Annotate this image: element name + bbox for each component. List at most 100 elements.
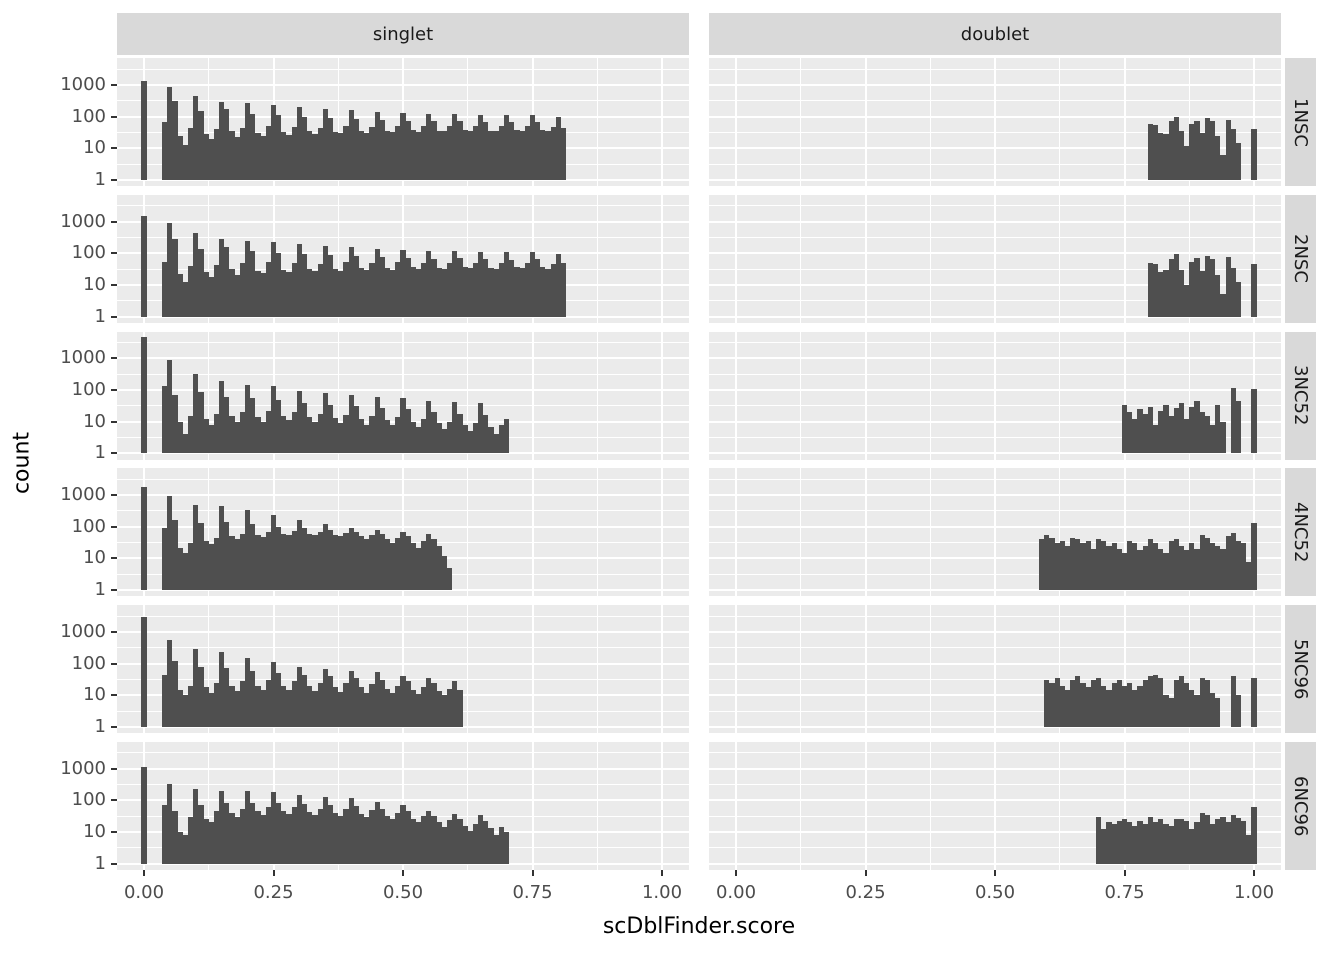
gridline-x-minor	[929, 331, 931, 460]
histogram-bar	[473, 823, 478, 864]
histogram-bar	[426, 678, 431, 727]
histogram-bar	[250, 802, 255, 864]
y-tick-mark	[111, 252, 117, 255]
histogram-bar	[437, 690, 442, 727]
x-tick-mark	[1123, 869, 1126, 876]
histogram-bar	[395, 537, 400, 591]
histogram-bar	[1226, 536, 1231, 591]
histogram-bar	[214, 129, 219, 180]
histogram-bar	[442, 695, 447, 727]
histogram-bar	[235, 137, 240, 180]
histogram-bar	[437, 545, 442, 591]
histogram-bar	[312, 134, 318, 180]
gridline-x-minor	[596, 58, 598, 187]
histogram-bar	[364, 692, 369, 727]
histogram-bar	[359, 813, 364, 864]
histogram-bar	[1194, 258, 1200, 317]
histogram-bar	[1210, 424, 1215, 454]
histogram-bar	[276, 673, 281, 727]
histogram-bar	[1200, 678, 1205, 727]
histogram-bar	[1132, 543, 1137, 591]
histogram-bar	[416, 131, 421, 180]
histogram-bar	[1075, 539, 1080, 591]
histogram-bar	[545, 268, 551, 317]
histogram-bar	[224, 109, 229, 180]
histogram-bar	[250, 114, 255, 180]
histogram-bar	[266, 680, 271, 727]
histogram-bar	[390, 132, 395, 180]
histogram-bar	[286, 535, 292, 591]
histogram-bar	[219, 790, 224, 864]
histogram-bar	[1117, 548, 1122, 591]
histogram-bar	[411, 689, 416, 727]
gridline-x-minor	[337, 468, 339, 597]
histogram-bar	[178, 421, 183, 454]
histogram-bar	[369, 535, 375, 591]
histogram-bar	[1153, 543, 1158, 591]
histogram-bar	[390, 692, 395, 727]
x-tick-label: 0.00	[123, 881, 165, 903]
histogram-bar	[1251, 678, 1257, 727]
histogram-bar	[1179, 269, 1184, 317]
histogram-bar	[416, 822, 421, 864]
histogram-bar	[1148, 262, 1153, 317]
histogram-bar	[318, 263, 323, 317]
gridline-x-major	[1253, 58, 1255, 187]
histogram-bar	[188, 543, 193, 591]
histogram-bar	[488, 267, 494, 317]
histogram-bar	[359, 131, 364, 180]
histogram-bar	[457, 818, 463, 864]
histogram-bar	[1070, 537, 1075, 591]
histogram-bar	[380, 680, 385, 727]
histogram-bar	[1163, 552, 1169, 591]
x-tick-label: 0.75	[512, 881, 553, 903]
histogram-bar	[354, 118, 359, 180]
gridline-x-major	[735, 194, 737, 323]
facet-strip-row-2NSC: 2NSC	[1285, 194, 1316, 323]
histogram-bar	[1179, 402, 1184, 454]
y-tick-label: 100	[71, 242, 106, 264]
histogram-bar	[488, 130, 494, 180]
facet-strip-row-4NC52: 4NC52	[1285, 468, 1316, 597]
histogram-bar	[1220, 421, 1226, 454]
histogram-bar	[261, 135, 266, 180]
histogram-bar	[141, 337, 147, 454]
histogram-bar	[349, 247, 354, 317]
histogram-bar	[198, 805, 204, 864]
histogram-bar	[426, 251, 431, 317]
facet-strip-row-1NSC: 1NSC	[1285, 58, 1316, 187]
histogram-bar	[343, 532, 349, 591]
histogram-bar	[473, 423, 478, 454]
histogram-bar	[178, 274, 183, 317]
gridline-x-minor	[800, 194, 802, 323]
histogram-bar	[1174, 254, 1179, 317]
gridline-x-minor	[337, 605, 339, 734]
histogram-bar	[214, 265, 219, 317]
panel-singlet-4NC52	[117, 468, 689, 597]
histogram-bar	[1246, 835, 1251, 864]
gridline-x-minor	[800, 331, 802, 460]
y-tick-label: 1	[94, 168, 106, 190]
panel-doublet-2NSC	[709, 194, 1281, 323]
histogram-bar	[1127, 412, 1132, 454]
histogram-bar	[328, 529, 333, 591]
panel-doublet-4NC52	[709, 468, 1281, 597]
histogram-bar	[1205, 118, 1210, 180]
histogram-bar	[416, 426, 421, 454]
x-tick-label: 0.00	[715, 881, 757, 903]
histogram-bar	[297, 794, 302, 864]
gridline-x-minor	[929, 741, 931, 870]
histogram-bar	[1200, 812, 1205, 864]
gridline-x-major	[531, 331, 534, 460]
histogram-bar	[240, 681, 245, 727]
histogram-bar	[229, 131, 235, 180]
x-tick-mark	[1253, 869, 1255, 876]
x-tick-label: 0.50	[974, 881, 1016, 903]
histogram-bar	[245, 384, 250, 454]
histogram-bar	[483, 121, 488, 180]
histogram-bar	[540, 129, 545, 180]
histogram-bar	[318, 127, 323, 180]
histogram-bar	[349, 670, 354, 727]
histogram-bar	[318, 531, 323, 591]
histogram-bar	[1205, 814, 1210, 864]
